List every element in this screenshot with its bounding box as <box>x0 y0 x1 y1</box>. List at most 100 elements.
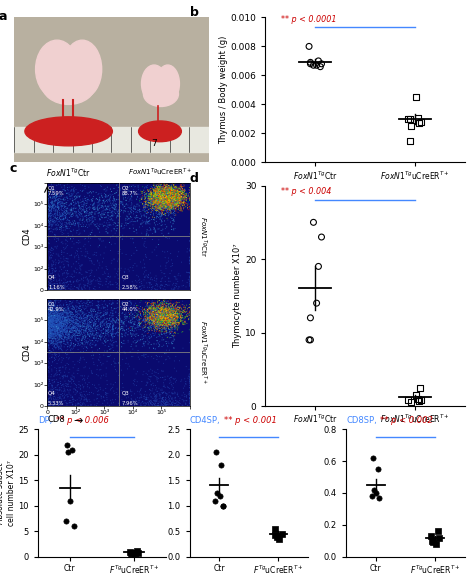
Point <box>62 361 69 370</box>
Point <box>172 307 180 316</box>
Point <box>173 194 181 204</box>
Point <box>149 308 156 317</box>
Point <box>130 207 137 216</box>
Point <box>72 322 79 331</box>
Point <box>82 378 89 387</box>
Point <box>172 196 179 205</box>
Point <box>162 195 169 204</box>
Point <box>48 199 56 208</box>
Point <box>103 376 111 385</box>
Point <box>46 325 54 334</box>
Point <box>170 315 178 324</box>
Point <box>115 183 122 192</box>
Point <box>46 322 54 331</box>
Point <box>60 245 68 254</box>
Point <box>168 194 175 203</box>
Point <box>56 271 64 281</box>
Point <box>173 309 180 318</box>
Point <box>156 186 164 195</box>
Point <box>63 314 70 324</box>
Point <box>162 202 169 212</box>
Point <box>164 202 172 212</box>
Point <box>161 216 168 226</box>
Point <box>44 270 52 279</box>
Point <box>171 322 179 332</box>
Point <box>162 201 169 211</box>
Point <box>140 394 148 403</box>
Point <box>85 311 93 321</box>
Point <box>163 310 171 319</box>
Point <box>64 334 72 343</box>
Point <box>162 209 169 218</box>
Point <box>163 200 170 209</box>
Point <box>146 318 154 328</box>
Point <box>142 308 149 317</box>
Point <box>153 317 160 326</box>
Point <box>163 322 170 332</box>
Point <box>67 307 75 317</box>
Point <box>93 203 101 212</box>
Point <box>158 187 166 196</box>
Point <box>152 197 159 206</box>
Point <box>102 309 110 318</box>
Point <box>116 350 124 359</box>
Point <box>46 299 54 308</box>
Point <box>48 322 55 331</box>
Point <box>49 317 56 326</box>
Point <box>66 330 73 339</box>
Point <box>79 196 87 205</box>
Point <box>170 185 178 194</box>
Point <box>86 205 93 214</box>
Point <box>155 401 163 411</box>
Point <box>173 201 181 211</box>
Point <box>157 187 165 197</box>
Point <box>164 307 172 317</box>
Point <box>170 191 177 200</box>
Point <box>50 320 58 329</box>
Point <box>104 213 112 223</box>
Point <box>79 212 86 221</box>
Point <box>50 329 57 339</box>
Point <box>113 337 120 346</box>
Point <box>167 304 175 314</box>
Point <box>147 192 155 201</box>
Point <box>58 228 66 237</box>
Point <box>156 201 164 211</box>
Point <box>65 219 73 229</box>
Point <box>172 305 180 314</box>
Point <box>163 198 170 208</box>
Point <box>142 321 149 331</box>
Point <box>171 179 179 188</box>
Point <box>161 194 169 203</box>
Point <box>109 316 117 325</box>
Point <box>142 190 150 199</box>
Point <box>175 197 183 206</box>
Point <box>165 204 173 213</box>
Point <box>109 322 116 332</box>
Point <box>163 310 170 320</box>
Point <box>135 353 142 362</box>
Point <box>168 310 176 319</box>
Point <box>45 306 52 315</box>
Point <box>72 199 79 208</box>
Point <box>45 208 52 218</box>
Point <box>151 191 159 201</box>
Point <box>173 200 180 209</box>
Point <box>177 190 185 199</box>
Point <box>149 310 157 320</box>
Point <box>168 294 175 303</box>
Point <box>64 322 72 332</box>
Point <box>164 195 172 204</box>
Point <box>154 316 162 325</box>
Point <box>126 297 133 306</box>
Point <box>79 301 87 310</box>
Point <box>163 311 170 320</box>
Point <box>166 195 174 205</box>
Point <box>166 192 174 201</box>
Point <box>50 204 58 213</box>
Point <box>155 193 162 202</box>
Point <box>142 200 149 209</box>
Point <box>150 315 157 324</box>
Point <box>56 262 64 271</box>
Point <box>162 198 170 207</box>
